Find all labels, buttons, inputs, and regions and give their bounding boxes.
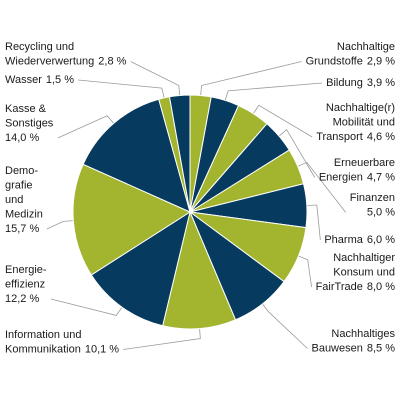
label-line: Konsum und — [333, 266, 395, 278]
label-line: Nachhaltiger — [333, 252, 395, 264]
pie-slice — [72, 163, 192, 276]
slice-label: Finanzen 5,0 % — [350, 192, 395, 219]
label-line: Wasser — [5, 74, 42, 86]
slice-label: Nachhaltiges Bauwesen 8,5 % — [311, 328, 395, 355]
leader-line — [259, 300, 308, 349]
slice-label: Energie-effizienz 12,2 % — [5, 264, 47, 305]
label-line: Grundstoffe — [306, 55, 363, 67]
label-line: Medizin — [5, 208, 43, 220]
leader-line — [46, 219, 78, 230]
value-label: 5,0 % — [367, 206, 395, 218]
slice-label: Erneuerbare Energien 4,7 % — [319, 157, 395, 184]
label-line: Bildung — [326, 77, 363, 89]
value-label: 8,5 % — [367, 342, 395, 354]
leader-line — [294, 254, 312, 288]
label-line: Finanzen — [350, 192, 395, 204]
value-label: 4,7 % — [367, 171, 395, 183]
leader-line — [199, 61, 302, 100]
leader-line — [78, 79, 166, 102]
leaders — [46, 61, 347, 350]
label-line: Nachhaltiges — [331, 328, 395, 340]
label-line: Mobilität und — [333, 116, 395, 128]
leader-line — [50, 298, 125, 316]
value-label: 8,0 % — [367, 281, 395, 293]
slice-label: Nachhaltige Grundstoffe 2,9 % — [306, 41, 396, 68]
value-label: 4,6 % — [367, 131, 395, 143]
pie-slice — [90, 210, 191, 327]
leader-line — [130, 61, 181, 100]
label-line: Sonstiges — [5, 117, 54, 129]
label-line: Transport — [316, 131, 363, 143]
slice-label: Bildung 3,9 % — [326, 77, 395, 89]
slice-label: Nachhaltige(r) Mobilität und Transport 4,6 … — [316, 102, 395, 143]
label-line: Kasse & — [5, 103, 47, 115]
label-line: Kommunikation — [5, 343, 81, 355]
pie-slice — [168, 94, 191, 213]
label-line: Nachhaltige — [337, 41, 395, 53]
leader-line — [302, 204, 321, 241]
leader-line — [57, 115, 117, 139]
slice-label: Kasse & Sonstiges 14,0 % — [5, 103, 54, 144]
label-line: Recycling und — [5, 41, 74, 53]
label-line: Information und — [5, 329, 81, 341]
label-line: Wiederverwertung — [5, 55, 94, 67]
slice-label: Demo-grafie und Medizin 15,7 % — [5, 165, 43, 235]
value-label: 3,9 % — [367, 77, 395, 89]
slice-label: Recycling und Wiederverwertung 2,8 % — [5, 41, 127, 68]
label-line: Energie- — [5, 264, 47, 276]
label-line: grafie — [5, 179, 33, 191]
label-line: und — [5, 194, 23, 206]
label-line: Erneuerbare — [334, 157, 395, 169]
pie-slice — [82, 98, 191, 213]
pie-slice — [162, 210, 237, 330]
leader-line — [250, 104, 313, 138]
value-label: 10,1 % — [85, 343, 119, 355]
value-label: 2,9 % — [367, 55, 395, 67]
value-label: 6,0 % — [367, 234, 395, 246]
label-line: Energien — [319, 171, 363, 183]
label-line: Pharma — [324, 234, 363, 246]
slice-label: Pharma 6,0 % — [324, 234, 395, 246]
slice-label: Wasser 1,5 % — [5, 74, 74, 86]
label-line: FairTrade — [316, 281, 363, 293]
label-line: Demo- — [5, 165, 38, 177]
value-label: 15,7 % — [5, 223, 39, 235]
leader-line — [275, 128, 316, 178]
leader-line — [123, 324, 201, 350]
label-line: Nachhaltige(r) — [326, 102, 395, 114]
value-label: 2,8 % — [98, 55, 126, 67]
label-line: Bauwesen — [311, 342, 362, 354]
value-label: 1,5 % — [46, 74, 74, 86]
leader-line — [293, 161, 347, 213]
label-line: effizienz — [5, 278, 45, 290]
leader-line — [223, 82, 323, 105]
slice-label: Nachhaltiger Konsum und FairTrade 8,0 % — [316, 252, 396, 293]
value-label: 12,2 % — [5, 293, 39, 305]
value-label: 14,0 % — [5, 132, 39, 144]
slice-label: Information und Kommunikation 10,1 % — [5, 329, 119, 356]
